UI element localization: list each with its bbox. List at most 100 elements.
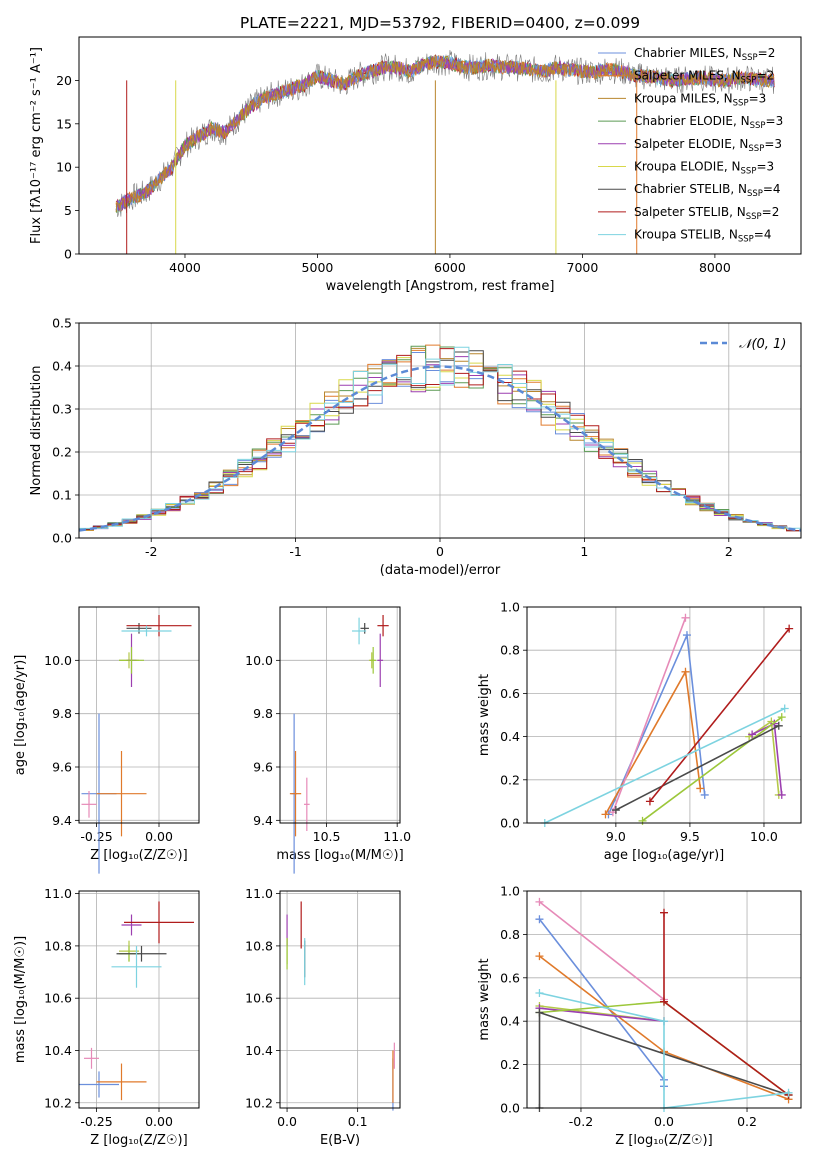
x-tick-label: 7000	[567, 260, 599, 275]
y-tick-label: 9.6	[52, 760, 72, 775]
x-tick-label: 0.0	[654, 1114, 674, 1129]
y-tick-label: 10.8	[245, 938, 273, 953]
weight-point-marker	[638, 816, 647, 825]
y-tick-label: 1.0	[500, 600, 520, 615]
y-tick-label: 9.4	[52, 813, 72, 828]
legend-label: Kroupa ELODIE, NSSP=3	[634, 160, 774, 177]
weight-point-marker	[535, 1008, 544, 1017]
axes-frame	[78, 36, 802, 255]
spectrum-lines	[115, 50, 775, 254]
legend-label: Chabrier ELODIE, NSSP=3	[634, 114, 783, 131]
weight-series-line	[649, 628, 790, 802]
weight-point-marker	[681, 667, 690, 676]
model-spectrum-line	[115, 55, 775, 211]
weight-series-line	[615, 725, 780, 811]
y-tick-label: 10	[56, 160, 72, 175]
weight-point-marker	[601, 810, 610, 819]
histogram-step	[79, 346, 801, 529]
legend-label: Chabrier MILES, NSSP=2	[634, 46, 775, 63]
x-tick-label: -2	[145, 544, 157, 559]
x-tick-label: 0.2	[737, 1114, 757, 1129]
x-tick-label: -1	[289, 544, 301, 559]
x-tick-label: 10.5	[313, 829, 341, 844]
legend-label: Salpeter STELIB, NSSP=2	[634, 205, 779, 222]
weight-point-marker	[681, 613, 690, 622]
y-tick-label: 10.8	[44, 938, 72, 953]
legend-label: Chabrier STELIB, NSSP=4	[634, 182, 781, 199]
weight-series-line	[544, 707, 786, 824]
x-tick-label: 4000	[169, 260, 201, 275]
panel-weight_vs_Z: -0.2 0.0 0.2 0.0 0.2 0.4 0.6 0.8 1.0 Z [log₁₀(Z/Z…	[477, 884, 802, 1148]
x-tick-label: 1	[580, 544, 588, 559]
x-tick-label: 0.0	[277, 1114, 297, 1129]
y-tick-label: 9.6	[253, 760, 273, 775]
y-tick-label: 0.6	[500, 686, 520, 701]
weight-point-marker	[535, 897, 544, 906]
x-axis-label: Z [log₁₀(Z/Z☉)]	[90, 1133, 187, 1148]
x-axis-label: mass [log₁₀(M/M☉)]	[276, 848, 403, 863]
panel-residuals: -2 -1 0 1 2 0.0 0.1 0.2 0.3 0.4 0.5 (data-model)/er…	[29, 316, 802, 578]
panel-age_vs_Z: -0.25 0.00 9.4 9.6 9.8 10.0 Z [log₁₀(Z/Z☉)] age…	[13, 606, 200, 874]
weight-series-line	[539, 901, 665, 1001]
x-axis-label: (data-model)/error	[380, 563, 501, 578]
y-tick-label: 10.6	[245, 991, 273, 1006]
weight-point-marker	[774, 721, 783, 730]
panel-mass_vs_ebv: 0.0 0.1 10.2 10.4 10.6 10.8 11.0 E(B-V)	[245, 886, 401, 1148]
y-tick-label: 0.0	[52, 531, 72, 546]
weight-point-marker	[611, 806, 620, 815]
weight-point-marker	[535, 952, 544, 961]
x-tick-label: -0.2	[569, 1114, 593, 1129]
y-tick-label: 0	[64, 247, 72, 262]
x-tick-label: 0.1	[348, 1114, 368, 1129]
weight-point-marker	[777, 713, 786, 722]
weight-point-marker	[785, 624, 794, 633]
y-tick-label: 10.6	[44, 991, 72, 1006]
axes-frame	[78, 322, 802, 539]
y-tick-label: 5	[64, 203, 72, 218]
x-tick-label: 0.00	[145, 829, 173, 844]
y-tick-label: 0.0	[500, 816, 520, 831]
y-tick-label: 10.2	[245, 1095, 273, 1110]
y-tick-label: 9.8	[253, 706, 273, 721]
x-tick-label: 0	[436, 544, 444, 559]
x-tick-label: 8000	[699, 260, 731, 275]
x-tick-label: 9.5	[680, 829, 700, 844]
y-tick-label: 0.4	[500, 1014, 520, 1029]
weight-series-line	[612, 617, 687, 813]
x-tick-label: 10.0	[750, 829, 778, 844]
panel-mass_vs_Z: -0.25 0.00 10.2 10.4 10.6 10.8 11.0 Z [log₁₀(Z/…	[13, 886, 200, 1148]
x-axis-label: wavelength [Angstrom, rest frame]	[326, 279, 555, 294]
y-tick-label: 0.3	[52, 402, 72, 417]
axes-frame	[526, 606, 802, 824]
panel-weight_vs_age: 9.0 9.5 10.0 0.0 0.2 0.4 0.6 0.8 1.0 age [log₁₀(a…	[477, 600, 802, 863]
weight-series-line	[642, 716, 783, 822]
x-tick-label: -0.25	[80, 829, 112, 844]
y-tick-label: 9.8	[52, 706, 72, 721]
y-tick-label: 0.5	[52, 316, 72, 331]
weight-series-line	[539, 992, 789, 1109]
x-tick-label: 11.0	[383, 829, 411, 844]
x-tick-label: 2	[725, 544, 733, 559]
x-axis-label: Z [log₁₀(Z/Z☉)]	[90, 848, 187, 863]
y-axis-label: Normed distribution	[29, 366, 44, 496]
weight-point-marker	[777, 790, 786, 799]
y-tick-label: 10.0	[44, 653, 72, 668]
axes-frame	[279, 890, 401, 1109]
legend: Chabrier MILES, NSSP=2 Salpeter MILES, NS…	[598, 46, 783, 245]
panel-spectrum: 4000 5000 6000 7000 8000 0 5 10 15 20 wavelength […	[29, 36, 802, 294]
panel-age_vs_mass: 10.5 11.0 9.4 9.6 9.8 10.0 mass [log₁₀(M/M☉)]	[245, 606, 411, 874]
weight-point-marker	[660, 997, 668, 1006]
y-axis-label: age [log₁₀(age/yr)]	[13, 655, 28, 776]
y-axis-label: mass weight	[477, 674, 492, 756]
y-tick-label: 10.4	[44, 1043, 72, 1058]
weight-point-marker	[784, 1088, 793, 1097]
y-tick-label: 10.2	[44, 1095, 72, 1110]
y-axis-label: mass weight	[477, 958, 492, 1040]
y-tick-label: 10.4	[245, 1043, 273, 1058]
y-tick-label: 0.1	[52, 488, 72, 503]
weight-point-marker	[645, 797, 654, 806]
legend-label: Salpeter ELODIE, NSSP=3	[634, 137, 782, 154]
weight-point-marker	[535, 988, 544, 997]
